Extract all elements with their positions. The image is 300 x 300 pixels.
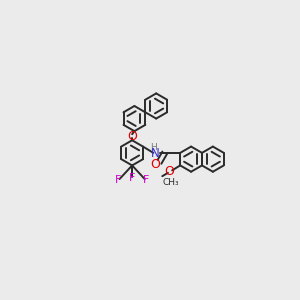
Text: F: F xyxy=(129,173,135,183)
Text: F: F xyxy=(143,175,149,185)
Text: N: N xyxy=(151,147,159,160)
Text: F: F xyxy=(115,175,122,185)
Text: O: O xyxy=(150,158,160,171)
Text: H: H xyxy=(151,143,157,152)
Text: O: O xyxy=(127,130,137,143)
Text: CH₃: CH₃ xyxy=(162,178,179,187)
Text: O: O xyxy=(164,165,174,178)
